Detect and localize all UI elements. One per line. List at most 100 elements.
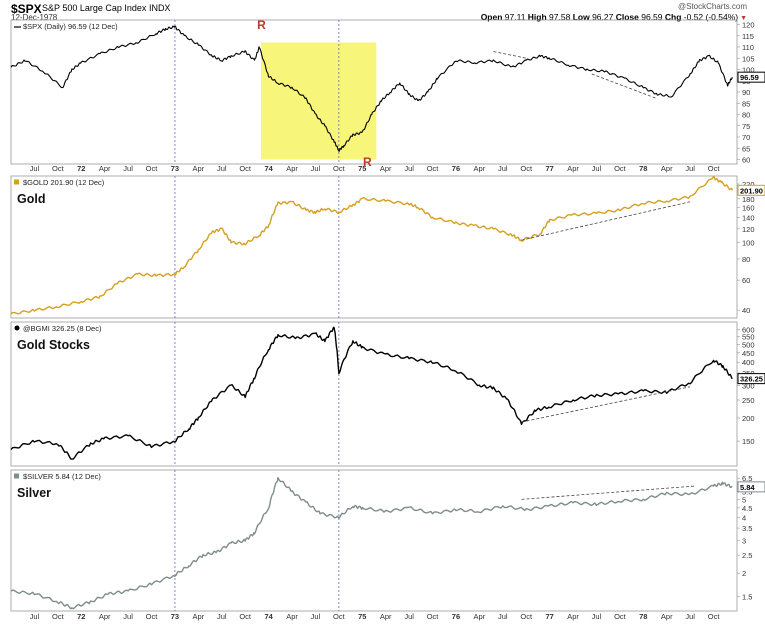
legend-text: $SPX (Daily) 96.59 (12 Dec) — [23, 22, 118, 31]
trendline — [521, 201, 691, 241]
x-tick-label: Oct — [52, 612, 65, 621]
y-tick-label: 90 — [742, 88, 750, 97]
x-tick-label: Jul — [311, 612, 321, 621]
x-tick-label: Jul — [685, 612, 695, 621]
legend-square-icon — [14, 179, 19, 185]
x-tick-label: 74 — [264, 164, 273, 173]
last-value-text: 326.25 — [740, 375, 763, 384]
x-tick-label: Oct — [520, 612, 533, 621]
x-tick-label: Jul — [311, 164, 321, 173]
x-tick-label: Jul — [404, 612, 414, 621]
ticker-fullname: S&P 500 Large Cap Index — [42, 3, 147, 13]
x-tick-label: Jul — [217, 164, 227, 173]
y-tick-label: 150 — [742, 437, 755, 446]
x-tick-label: 74 — [264, 612, 273, 621]
x-tick-label: Oct — [333, 164, 346, 173]
x-tick-label: 78 — [639, 164, 647, 173]
x-tick-label: 75 — [358, 612, 366, 621]
ohlc-readout: Open 97.11 High 97.58 Low 96.27 Close 96… — [481, 12, 747, 22]
y-tick-label: 3.5 — [742, 524, 752, 533]
legend-circle-icon — [14, 325, 20, 331]
x-tick-label: Oct — [427, 164, 440, 173]
trendline — [591, 73, 658, 100]
x-tick-label: Oct — [146, 164, 159, 173]
x-tick-label: Oct — [614, 612, 627, 621]
y-tick-label: 100 — [742, 238, 755, 247]
legend-square-icon — [14, 473, 19, 479]
x-tick-label: Jul — [592, 612, 602, 621]
y-tick-label: 3 — [742, 537, 746, 546]
y-tick-label: 105 — [742, 54, 755, 63]
y-tick-label: 100 — [742, 66, 755, 75]
x-tick-label: Jul — [498, 164, 508, 173]
ticker-exchange: INDX — [148, 3, 171, 13]
y-tick-label: 115 — [742, 32, 754, 41]
x-axis-2: Jul Oct 72 Apr Jul Oct 73 Apr Jul Oct 74 Apr Jul Oct 7… — [30, 612, 721, 621]
x-tick-label: Apr — [661, 164, 673, 173]
y-tick-label: 4 — [742, 513, 746, 522]
series-line — [10, 477, 733, 610]
x-tick-label: 77 — [545, 164, 553, 173]
x-tick-label: 73 — [171, 612, 179, 621]
last-value-text: 201.90 — [740, 186, 763, 195]
x-tick-label: Apr — [99, 164, 111, 173]
series-label: Gold — [17, 192, 45, 206]
down-triangle-icon: ▼ — [738, 15, 747, 22]
last-value-text: 5.84 — [740, 483, 755, 492]
panel-legend: $SILVER 5.84 (12 Dec) — [14, 472, 101, 481]
x-tick-label: Jul — [123, 612, 133, 621]
x-tick-label: 78 — [639, 612, 647, 621]
y-tick-label: 6.5 — [742, 474, 752, 483]
x-tick-label: 72 — [77, 164, 85, 173]
x-tick-label: Jul — [30, 164, 40, 173]
rotation-marker: R — [363, 155, 372, 169]
y-tick-label: 60 — [742, 156, 750, 165]
series-label: Silver — [17, 486, 51, 500]
x-tick-label: 75 — [358, 164, 366, 173]
y-tick-label: 85 — [742, 99, 750, 108]
y-tick-label: 500 — [742, 340, 755, 349]
y-tick-label: 160 — [742, 204, 755, 213]
x-tick-label: Apr — [474, 612, 486, 621]
y-tick-label: 1.5 — [742, 592, 752, 601]
x-tick-label: Jul — [498, 612, 508, 621]
y-tick-label: 600 — [742, 326, 755, 335]
x-tick-label: Apr — [380, 164, 392, 173]
y-tick-label: 550 — [742, 333, 755, 342]
y-tick-label: 80 — [742, 255, 750, 264]
trendline — [493, 51, 527, 59]
series-line — [10, 25, 733, 152]
x-tick-label: Oct — [708, 164, 721, 173]
x-axis-1: Jul Oct 72 Apr Jul Oct 73 Apr Jul Oct 74 Apr Jul Oct 7… — [30, 164, 721, 173]
series-label: Gold Stocks — [17, 338, 90, 352]
x-tick-label: Oct — [52, 164, 65, 173]
y-tick-label: 300 — [742, 381, 755, 390]
y-tick-label: 200 — [742, 414, 755, 423]
x-tick-label: Jul — [592, 164, 602, 173]
x-tick-label: Oct — [333, 612, 346, 621]
y-tick-label: 220 — [742, 180, 755, 189]
highlight-region — [261, 42, 377, 160]
ohlc-value-open: 97.11 — [504, 12, 526, 22]
y-tick-label: 70 — [742, 133, 750, 142]
ohlc-label-high: High — [527, 12, 550, 22]
x-tick-label: Oct — [239, 164, 252, 173]
x-tick-label: 77 — [545, 612, 553, 621]
x-tick-label: Jul — [217, 612, 227, 621]
y-tick-label: 75 — [742, 122, 750, 131]
x-tick-label: Apr — [567, 164, 579, 173]
x-tick-label: Oct — [614, 164, 627, 173]
x-tick-label: Jul — [685, 164, 695, 173]
y-tick-label: 140 — [742, 213, 755, 222]
x-tick-label: 73 — [171, 164, 179, 173]
ohlc-label-close: Close — [615, 12, 642, 22]
ohlc-label-low: Low — [572, 12, 593, 22]
ohlc-label-chg: Chg — [664, 12, 684, 22]
y-tick-label: 80 — [742, 111, 750, 120]
x-tick-label: Oct — [520, 164, 533, 173]
x-tick-label: 72 — [77, 612, 85, 621]
x-tick-label: Oct — [239, 612, 252, 621]
ohlc-value-chg: -0.52 (-0.54%) — [683, 12, 739, 22]
x-tick-label: Apr — [99, 612, 111, 621]
